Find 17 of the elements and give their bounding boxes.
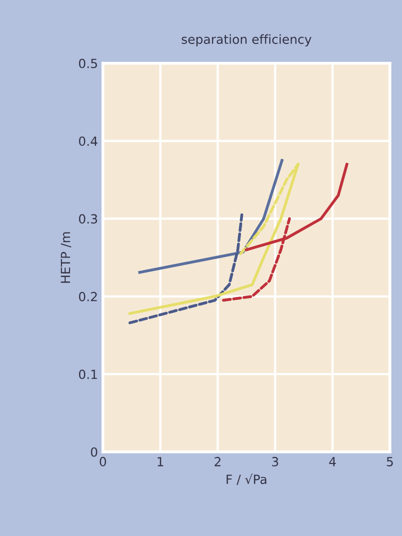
y-tick-label: 0 [90,447,98,457]
x-axis-title: F / √Pa [226,474,266,486]
line-series [138,159,284,274]
y-tick-label: 0.5 [78,58,97,68]
x-tick-label: 2 [214,456,220,466]
x-tick-label: 0 [100,456,106,466]
y-tick-label: 0.2 [78,292,97,302]
y-tick-label: 0.1 [78,370,97,380]
chart-title: separation efficiency [182,34,312,46]
x-tick-label: 1 [158,457,164,466]
y-tick-label: 0.4 [78,136,98,146]
x-tick-label: 5 [386,457,393,466]
line-series [128,213,244,324]
x-tick-label: 3 [272,456,278,466]
y-tick-label: 0.3 [78,214,98,224]
x-tick-label: 4 [329,457,336,466]
y-axis-title: HETP /m [60,232,72,283]
